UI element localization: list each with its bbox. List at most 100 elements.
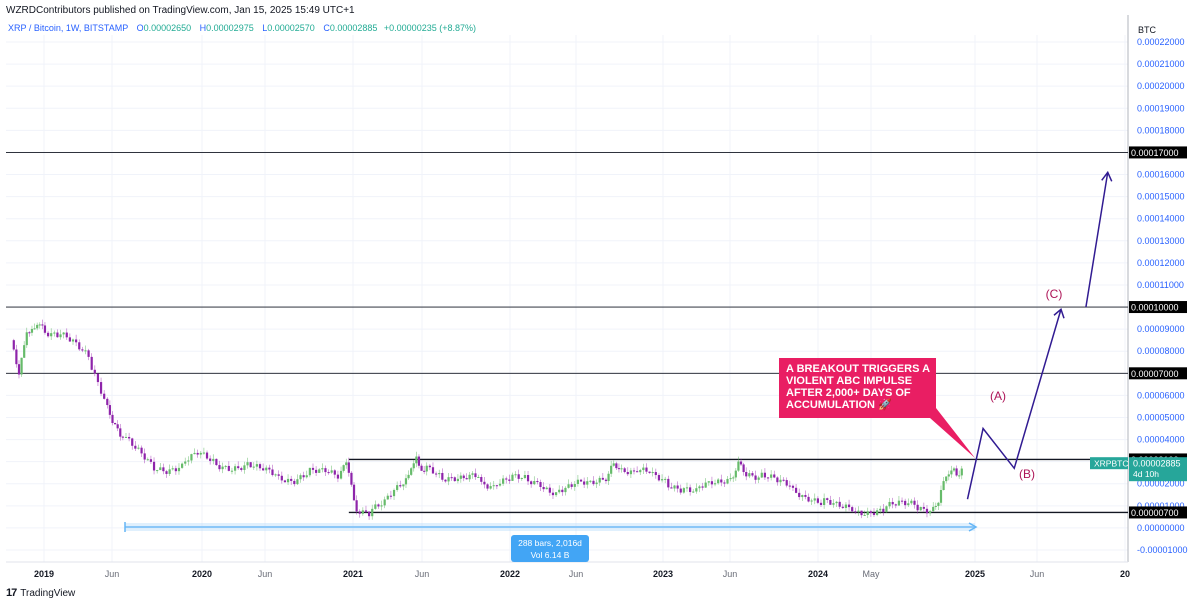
candle-body bbox=[717, 479, 720, 484]
level-price-tag bbox=[1129, 506, 1187, 519]
candle-body bbox=[539, 482, 542, 487]
candle-body bbox=[626, 472, 629, 475]
candle-body bbox=[810, 500, 813, 502]
candle-body bbox=[888, 501, 891, 507]
candle-body bbox=[293, 480, 296, 485]
candle-body bbox=[224, 465, 227, 467]
range-measure-band bbox=[125, 523, 975, 531]
candle-body bbox=[620, 468, 623, 470]
candle-body bbox=[739, 461, 743, 465]
range-measure-arrow-icon bbox=[968, 522, 978, 532]
candle-body bbox=[268, 467, 271, 470]
candle-body bbox=[737, 461, 740, 471]
x-tick-label: 2021 bbox=[343, 569, 363, 579]
candle-body bbox=[854, 511, 857, 513]
candle-body bbox=[601, 477, 604, 480]
candle-body bbox=[629, 470, 632, 475]
candle-body bbox=[410, 468, 413, 475]
candle-body bbox=[891, 501, 894, 505]
candle-body bbox=[667, 478, 670, 488]
symbol-name[interactable]: XRP / Bitcoin, 1W, BITSTAMP bbox=[8, 23, 129, 33]
candle-body bbox=[305, 475, 308, 478]
candle-body bbox=[564, 487, 567, 493]
candle-body bbox=[523, 475, 527, 479]
open-label: O bbox=[136, 23, 144, 33]
x-tick-label: May bbox=[862, 569, 880, 579]
candle-body bbox=[134, 445, 137, 449]
candle-body bbox=[277, 474, 280, 476]
candle-body bbox=[505, 478, 508, 480]
candle-body bbox=[897, 500, 901, 506]
candle-body bbox=[922, 506, 925, 509]
candle-body bbox=[187, 460, 190, 462]
candle-body bbox=[676, 485, 679, 489]
y-tick-label: 0.00020000 bbox=[1137, 81, 1185, 91]
candle-body bbox=[149, 459, 153, 462]
x-tick-label: Jun bbox=[1030, 569, 1045, 579]
candle-body bbox=[900, 500, 904, 502]
candle-body bbox=[255, 464, 258, 467]
candle-body bbox=[345, 462, 348, 466]
level-price-label: 0.00007000 bbox=[1131, 369, 1179, 379]
candle-body bbox=[462, 475, 465, 479]
candle-body bbox=[657, 475, 661, 481]
candle-body bbox=[143, 453, 146, 460]
candle-body bbox=[807, 496, 810, 502]
candle-body bbox=[146, 459, 149, 461]
candle-body bbox=[829, 499, 832, 505]
candle-body bbox=[813, 498, 816, 501]
candle-body bbox=[33, 328, 36, 330]
candle-body bbox=[456, 478, 460, 482]
candle-body bbox=[243, 465, 246, 470]
candle-body bbox=[311, 467, 315, 470]
candle-body bbox=[407, 474, 410, 479]
candle-body bbox=[124, 436, 128, 438]
annotation-text-line: ACCUMULATION 🚀 bbox=[786, 398, 892, 411]
candle-body bbox=[916, 504, 919, 511]
candle-body bbox=[791, 485, 795, 488]
candle-body bbox=[71, 339, 75, 342]
candle-body bbox=[925, 508, 929, 514]
low-value: 0.00002570 bbox=[267, 23, 315, 33]
y-tick-label: 0.00019000 bbox=[1137, 103, 1185, 113]
candle-body bbox=[459, 475, 462, 479]
candle-body bbox=[56, 332, 59, 338]
candle-body bbox=[180, 463, 184, 468]
candle-body bbox=[517, 474, 520, 479]
candle-body bbox=[489, 486, 492, 489]
candle-body bbox=[745, 472, 748, 477]
candle-body bbox=[642, 467, 645, 471]
x-tick-label: 2022 bbox=[500, 569, 520, 579]
candle-body bbox=[371, 508, 374, 517]
candle-body bbox=[729, 478, 732, 480]
candle-body bbox=[444, 479, 447, 482]
candle-body bbox=[919, 506, 922, 511]
x-tick-label: 2023 bbox=[653, 569, 673, 579]
candle-body bbox=[386, 495, 389, 500]
candle-body bbox=[776, 477, 779, 483]
candle-body bbox=[209, 458, 212, 461]
candle-body bbox=[471, 473, 474, 475]
candle-body bbox=[651, 472, 654, 474]
candle-body bbox=[704, 482, 707, 488]
candle-body bbox=[670, 487, 673, 489]
candle-body bbox=[342, 465, 345, 471]
candle-body bbox=[174, 468, 177, 472]
candle-body bbox=[851, 507, 854, 512]
x-tick-label: 2020 bbox=[192, 569, 212, 579]
y-tick-label: 0.00013000 bbox=[1137, 236, 1185, 246]
candle-body bbox=[258, 464, 262, 469]
candle-body bbox=[610, 465, 613, 474]
symbol-tag bbox=[1090, 457, 1128, 470]
candle-body bbox=[28, 332, 31, 334]
candle-body bbox=[81, 349, 84, 351]
x-tick-label: Jun bbox=[105, 569, 120, 579]
candle-body bbox=[726, 478, 729, 484]
candle-body bbox=[156, 470, 159, 472]
candle-body bbox=[480, 476, 483, 482]
candle-body bbox=[751, 473, 754, 476]
candle-body bbox=[12, 340, 15, 350]
candle-body bbox=[168, 469, 171, 474]
candle-body bbox=[412, 463, 415, 469]
